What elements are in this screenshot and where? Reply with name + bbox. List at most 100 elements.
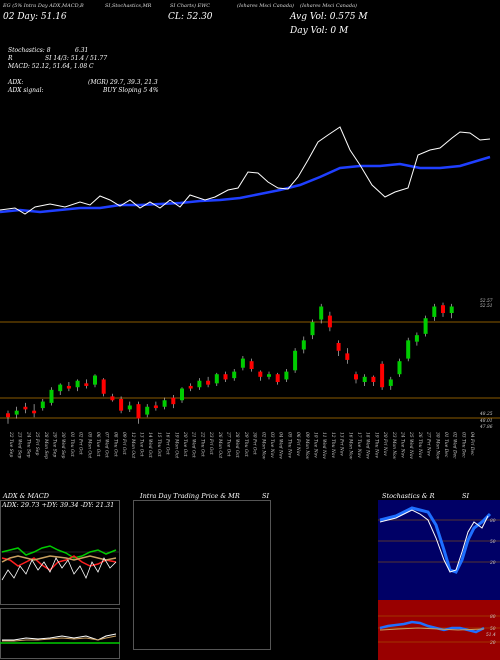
header-line1e: (Ishares Msci Canada) — [300, 3, 358, 9]
candle-up — [362, 376, 367, 383]
candle-up — [75, 380, 80, 388]
candle-up — [310, 322, 315, 336]
date-label: 22 Tue Sep — [8, 431, 13, 457]
date-label: 30 Mon Nov — [434, 432, 439, 460]
header-line1c: SI Charts) EWC — [170, 3, 211, 9]
price-chart: 52.57 52.51 48.25 48.01 47.86 22 Tue Sep… — [0, 126, 500, 460]
date-label: 28 Mon Sep — [43, 431, 48, 459]
mrsi-panel-title: Intra Day Trading Price & MR — [140, 492, 240, 500]
date-label: 26 Thu Nov — [417, 431, 422, 458]
candle-up — [40, 401, 45, 409]
stoch-tick-80: 80 — [490, 519, 496, 524]
candle-down — [6, 413, 10, 418]
candle-down — [188, 385, 193, 389]
date-label: 13 Tue Oct — [139, 432, 144, 457]
adx-macd-panel — [0, 500, 120, 659]
date-label: 25 Fri Sep — [34, 431, 39, 456]
date-label: 04 Wed Nov — [278, 432, 283, 459]
stoch-readout-value: 6.31 — [75, 47, 89, 54]
stoch-readout: Stochastics: 8 — [8, 47, 51, 54]
date-label: 19 Mon Oct — [173, 432, 178, 458]
candle-down — [84, 383, 89, 386]
intraday-mrsi-panel — [133, 500, 271, 650]
date-label: 07 Wed Oct — [104, 432, 109, 458]
date-label: 05 Mon Oct — [86, 432, 91, 458]
date-label: 22 Thu Oct — [199, 431, 204, 457]
date-label: 09 Mon Nov — [304, 432, 309, 460]
candle-down — [136, 404, 141, 419]
date-axis: 22 Tue Sep 23 Wed Sep 24 Thu Sep 25 Fri Sep… — [8, 431, 474, 460]
candle-up — [14, 410, 19, 415]
candle-up — [406, 340, 411, 359]
candle-down — [441, 305, 445, 314]
rsi-tick-50: 50 — [490, 627, 496, 632]
candle-up — [414, 335, 419, 342]
date-label: 25 Wed Nov — [408, 431, 413, 459]
adx-signal-text: BUY Sloping 5 4% — [103, 87, 159, 94]
candle-up — [180, 388, 184, 401]
date-label: 27 Tue Oct — [226, 431, 231, 457]
moving-average-line — [0, 155, 491, 214]
rsi-tick-80: 80 — [490, 615, 496, 620]
candle-down — [345, 353, 350, 360]
date-label: 11 Wed Nov — [321, 432, 326, 459]
candle-up — [232, 371, 237, 379]
candle-down — [32, 410, 37, 414]
candle-up — [49, 389, 54, 403]
header-line1d: (Ishares Msci Canada) — [237, 3, 295, 9]
macd-line — [2, 633, 117, 641]
candle-up — [449, 306, 454, 314]
date-label: 14 Wed Oct — [147, 432, 152, 458]
date-label: 30 Wed Sep — [60, 432, 65, 459]
stoch-rsi-panel: 80 50 20 80 50 20 51.4 — [378, 500, 500, 660]
adx-label: ADX: — [8, 79, 24, 86]
date-label: 03 Tue Nov — [269, 432, 274, 458]
date-label: 19 Thu Nov — [373, 432, 378, 458]
adx-values: (MGR) 29.7, 39.3, 21.3 — [88, 79, 158, 86]
date-label: 29 Tue Sep — [52, 431, 57, 457]
date-label: 16 Fri Oct — [165, 432, 170, 455]
rsi-tick-20: 20 — [489, 641, 496, 646]
price-label-2: 52.51 — [480, 304, 493, 309]
date-label: 02 Wed Dec — [452, 432, 457, 459]
header-day-vol: Day Vol: 0 M — [290, 26, 349, 36]
candle-up — [197, 380, 202, 388]
candle-up — [284, 371, 289, 380]
adx-signal-label: ADX signal: — [8, 87, 44, 94]
date-label: 24 Thu Sep — [25, 431, 30, 458]
candle-down — [249, 361, 254, 370]
stoch-d-line — [379, 506, 492, 574]
candle-down — [223, 374, 228, 380]
date-label: 23 Fri Oct — [208, 431, 213, 455]
date-label: 06 Tue Oct — [95, 432, 100, 457]
price-label-1: 52.57 — [480, 299, 493, 304]
candle-up — [93, 375, 97, 385]
stoch-panel-title-2: SI — [462, 492, 470, 500]
candle-up — [293, 350, 298, 371]
date-label: 12 Thu Nov — [330, 432, 335, 458]
rsi-last-value: 51.4 — [486, 633, 496, 638]
candle-down — [206, 380, 211, 385]
candle-up — [127, 405, 132, 410]
candle-down — [66, 385, 71, 389]
macd-readout: MACD: 52.12, 51.64, 1.08 C — [8, 63, 94, 70]
candle-down — [354, 374, 358, 380]
rsi-readout-letter: R — [8, 55, 13, 62]
date-label: 23 Wed Sep — [17, 431, 22, 459]
header-avg-vol: Avg Vol: 0.575 M — [290, 12, 368, 22]
date-label: 16 Mon Nov — [347, 432, 352, 460]
header-high: 02 Day: 51.16 — [3, 12, 67, 22]
candle-down — [110, 396, 115, 401]
date-label: 05 Thu Nov — [286, 432, 291, 458]
date-label: 24 Tue Nov — [400, 431, 405, 458]
date-label: 20 Fri Nov — [382, 431, 387, 456]
candle-up — [58, 384, 63, 392]
candle-down — [119, 398, 124, 411]
stoch-k-line — [379, 509, 489, 573]
date-label: 02 Fri Oct — [78, 432, 83, 455]
date-label: 06 Fri Nov — [295, 432, 300, 456]
candle-up — [214, 374, 219, 384]
date-label: 20 Tue Oct — [182, 431, 187, 457]
candle-up — [240, 358, 245, 368]
header-line1: EG (5% Intra Day ADX,MACD,B — [3, 3, 84, 9]
